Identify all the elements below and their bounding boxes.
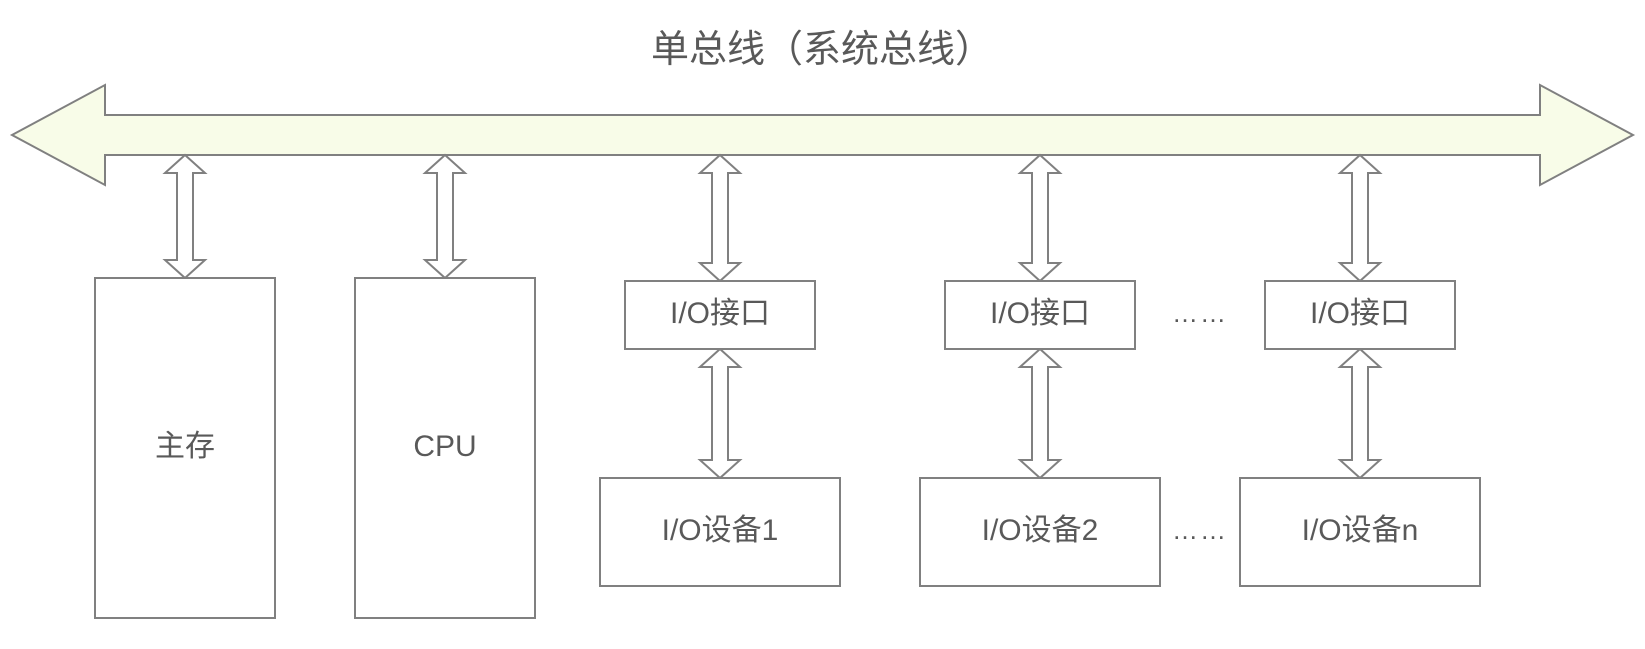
connector-c-d2: [1020, 349, 1060, 478]
ellipsis-0: ……: [1172, 298, 1228, 328]
connector-c-d3: [1340, 349, 1380, 478]
node-mem-label: 主存: [155, 430, 215, 463]
system-bus: [12, 85, 1633, 185]
connector-c-if3: [1340, 155, 1380, 281]
connector-c-if2: [1020, 155, 1060, 281]
node-cpu-label: CPU: [413, 430, 476, 463]
connector-c-d1: [700, 349, 740, 478]
node-dev3-label: I/O设备n: [1302, 514, 1419, 547]
node-dev1-label: I/O设备1: [662, 514, 779, 547]
diagram-title: 单总线（系统总线）: [651, 29, 993, 71]
connector-c-cpu: [425, 155, 465, 278]
node-if1-label: I/O接口: [670, 297, 770, 330]
node-dev2-label: I/O设备2: [982, 514, 1099, 547]
connector-c-mem: [165, 155, 205, 278]
node-if2-label: I/O接口: [990, 297, 1090, 330]
connector-c-if1: [700, 155, 740, 281]
ellipsis-1: ……: [1172, 515, 1228, 545]
node-if3-label: I/O接口: [1310, 297, 1410, 330]
